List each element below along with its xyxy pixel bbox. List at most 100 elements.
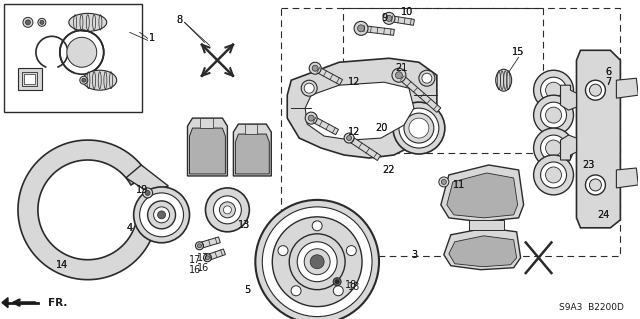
Text: FR.: FR. (48, 298, 67, 308)
Circle shape (305, 112, 317, 124)
Text: 18: 18 (348, 282, 360, 292)
Circle shape (312, 65, 318, 71)
Circle shape (148, 201, 175, 229)
Circle shape (354, 21, 368, 35)
Circle shape (204, 254, 211, 262)
Text: 6: 6 (605, 67, 611, 77)
Polygon shape (287, 58, 437, 158)
Text: 23: 23 (582, 160, 595, 170)
Polygon shape (348, 136, 381, 160)
Bar (343, 8, 543, 153)
Ellipse shape (83, 70, 116, 90)
Polygon shape (388, 15, 414, 25)
Polygon shape (198, 237, 220, 249)
Circle shape (534, 128, 573, 168)
Polygon shape (616, 168, 638, 188)
Polygon shape (188, 118, 227, 176)
Circle shape (393, 102, 445, 154)
Text: 24: 24 (597, 210, 610, 220)
Polygon shape (2, 298, 8, 308)
Circle shape (289, 234, 345, 290)
Circle shape (586, 80, 605, 100)
Text: 10: 10 (401, 7, 413, 18)
Circle shape (195, 242, 204, 250)
Circle shape (347, 136, 351, 141)
Text: 15: 15 (513, 47, 525, 57)
Circle shape (589, 84, 602, 96)
Polygon shape (18, 140, 157, 280)
Text: 9: 9 (381, 13, 387, 23)
Text: 12: 12 (348, 77, 360, 87)
Text: 3: 3 (411, 250, 417, 260)
Text: 5: 5 (244, 285, 250, 295)
Circle shape (255, 200, 379, 319)
Circle shape (205, 188, 250, 232)
Text: 19: 19 (136, 185, 148, 195)
Text: 10: 10 (401, 7, 413, 18)
Circle shape (157, 211, 166, 219)
Text: 1: 1 (148, 33, 155, 43)
Text: 21: 21 (395, 63, 407, 73)
Text: 9: 9 (381, 13, 387, 23)
Circle shape (399, 108, 439, 148)
Polygon shape (444, 228, 520, 270)
Circle shape (23, 17, 33, 27)
Polygon shape (361, 26, 394, 35)
Text: 18: 18 (345, 280, 357, 290)
Circle shape (38, 19, 46, 26)
Text: 15: 15 (513, 47, 525, 57)
Polygon shape (126, 165, 168, 193)
Circle shape (301, 80, 317, 96)
Circle shape (140, 193, 184, 237)
Circle shape (145, 190, 150, 196)
Text: 16: 16 (189, 265, 202, 275)
Circle shape (26, 20, 31, 25)
Circle shape (545, 140, 561, 156)
Circle shape (586, 175, 605, 195)
Text: 8: 8 (177, 15, 182, 26)
Circle shape (383, 12, 395, 24)
Circle shape (335, 280, 339, 284)
Text: 13: 13 (238, 220, 250, 230)
Text: 23: 23 (582, 160, 595, 170)
Circle shape (589, 179, 602, 191)
Circle shape (541, 162, 566, 188)
Circle shape (541, 135, 566, 161)
Text: 20: 20 (375, 123, 387, 133)
Circle shape (198, 244, 202, 248)
Circle shape (346, 246, 356, 256)
Text: 13: 13 (238, 220, 250, 230)
Circle shape (80, 76, 88, 84)
Circle shape (442, 180, 446, 184)
Text: 16: 16 (197, 263, 209, 273)
Text: 12: 12 (348, 77, 360, 87)
Polygon shape (207, 249, 225, 261)
Bar (22, 72, 37, 86)
Text: 22: 22 (383, 165, 396, 175)
Circle shape (308, 115, 314, 121)
Circle shape (291, 286, 301, 296)
Polygon shape (189, 128, 225, 174)
Circle shape (386, 15, 392, 21)
Text: 11: 11 (452, 180, 465, 190)
Circle shape (134, 187, 189, 243)
Circle shape (392, 68, 406, 82)
Bar (4, 4, 141, 112)
Circle shape (213, 196, 241, 224)
Circle shape (422, 73, 432, 83)
Circle shape (396, 72, 403, 79)
Circle shape (154, 207, 170, 223)
Circle shape (40, 20, 44, 24)
Text: 21: 21 (395, 63, 407, 73)
Polygon shape (441, 165, 524, 222)
Polygon shape (561, 85, 577, 110)
Text: 4: 4 (127, 223, 132, 233)
Text: 24: 24 (597, 210, 610, 220)
Circle shape (262, 207, 372, 316)
Polygon shape (447, 173, 518, 218)
Circle shape (409, 118, 429, 138)
Circle shape (534, 70, 573, 110)
Circle shape (220, 202, 236, 218)
Polygon shape (314, 66, 342, 85)
Circle shape (310, 255, 324, 269)
